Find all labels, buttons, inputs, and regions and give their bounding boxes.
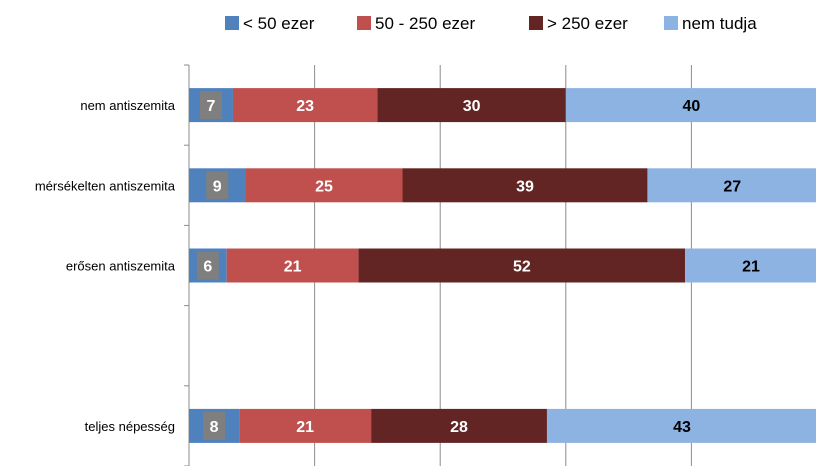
legend-swatch xyxy=(357,16,371,30)
data-label: 39 xyxy=(516,178,534,195)
bar-segment xyxy=(546,408,816,443)
data-label: 21 xyxy=(284,259,302,276)
legend-swatch xyxy=(664,16,678,30)
bar-segment xyxy=(685,248,816,283)
category-axis xyxy=(184,64,190,466)
data-label: 43 xyxy=(673,419,691,436)
data-label: 28 xyxy=(450,419,468,436)
data-label: 6 xyxy=(203,259,212,276)
category-label: erősen antiszemita xyxy=(66,259,176,274)
data-label-box xyxy=(196,251,219,280)
bar-segment xyxy=(239,408,372,443)
data-label: 9 xyxy=(213,178,222,195)
legend-label: 50 - 250 ezer xyxy=(375,14,476,33)
bar-segment xyxy=(402,168,648,203)
legend-swatch xyxy=(529,16,543,30)
data-label: 23 xyxy=(296,98,314,115)
category-label: mérsékelten antiszemita xyxy=(35,178,176,193)
data-label: 21 xyxy=(742,259,760,276)
data-label-box xyxy=(206,171,229,200)
legend-label: > 250 ezer xyxy=(547,14,628,33)
legend-label: < 50 ezer xyxy=(243,14,315,33)
category-label: teljes népesség xyxy=(85,419,175,434)
data-label: 25 xyxy=(315,178,333,195)
chart-legend: < 50 ezer 50 - 250 ezer > 250 ezer nem tudj… xyxy=(225,14,757,33)
chart-bars: 7 23 30 40 9 25 39 27 6 21 52 21 8 21 28 43 xyxy=(189,88,816,443)
legend-label: nem tudja xyxy=(682,14,757,33)
data-label: 8 xyxy=(210,419,219,436)
bar-segment xyxy=(226,248,359,283)
bar-segment xyxy=(565,88,816,123)
data-label: 21 xyxy=(296,419,314,436)
bar-segment xyxy=(377,88,566,123)
bar-segment xyxy=(358,248,686,283)
data-label: 7 xyxy=(207,98,216,115)
category-labels: nem antiszemita mérsékelten antiszemita er… xyxy=(35,98,176,434)
category-label: nem antiszemita xyxy=(80,98,175,113)
data-label-box xyxy=(199,91,222,120)
data-label: 30 xyxy=(463,98,481,115)
legend-swatch xyxy=(225,16,239,30)
data-label: 27 xyxy=(723,178,741,195)
bar-segment xyxy=(371,408,547,443)
data-label: 40 xyxy=(683,98,701,115)
bar-segment xyxy=(647,168,816,203)
data-label-box xyxy=(203,411,226,440)
bar-segment xyxy=(245,168,403,203)
bar-segment xyxy=(232,88,378,123)
data-label: 52 xyxy=(513,259,531,276)
